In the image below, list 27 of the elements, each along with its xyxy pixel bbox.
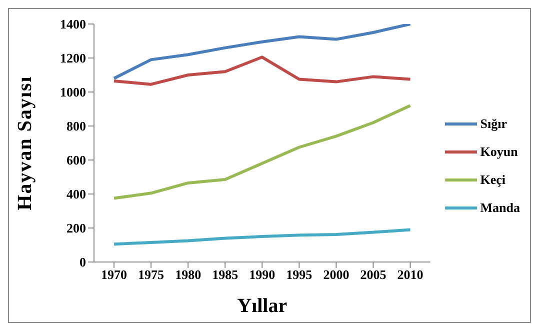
x-tick-label: 1975	[138, 267, 165, 282]
x-tick-label: 1985	[212, 267, 239, 282]
y-tick-label: 0	[80, 254, 86, 270]
x-tick-label: 1995	[286, 267, 313, 282]
legend-label: Sığır	[480, 116, 507, 132]
line-series	[112, 24, 412, 80]
x-axis-title: Yıllar	[237, 295, 288, 317]
y-tick-label: 400	[66, 186, 86, 202]
line-series	[112, 56, 412, 86]
x-tick-label: 1970	[101, 267, 127, 282]
y-tick-label: 600	[66, 152, 86, 168]
x-tick-label: 2000	[323, 267, 350, 282]
x-tick-label: 1980	[175, 267, 202, 282]
x-tick-label: 2010	[397, 267, 424, 282]
y-tick-label: 800	[66, 118, 86, 134]
y-tick-label: 200	[66, 220, 86, 236]
legend-label: Keçi	[480, 172, 506, 188]
x-tick-label: 2005	[360, 267, 387, 282]
x-tick-label: 1990	[249, 267, 276, 282]
line-series	[112, 228, 412, 246]
legend-label: Koyun	[480, 144, 518, 160]
y-tick-label: 1200	[60, 50, 86, 66]
y-tick-label: 1400	[60, 16, 86, 32]
line-series	[112, 104, 412, 200]
y-tick-label: 1000	[60, 84, 86, 100]
y-axis-title: Hayvan Sayısı	[14, 76, 36, 210]
legend-label: Manda	[480, 200, 520, 216]
